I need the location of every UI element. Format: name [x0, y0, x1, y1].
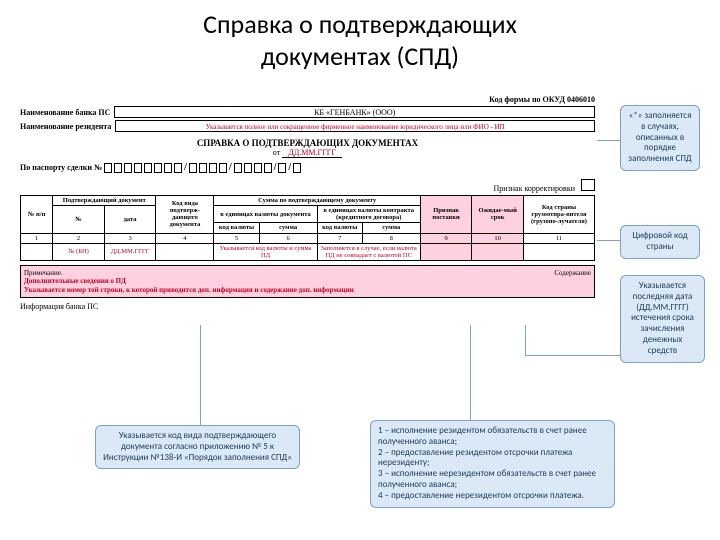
korr-label: Признак корректировки	[20, 179, 595, 193]
callout-date: Указывается последняя дата (ДД.ММ.ГГГГ) …	[620, 275, 705, 363]
bank-value: КБ «ГЕНБАНК» (ООО)	[114, 106, 595, 118]
bank-info-label: Информация банка ПС	[20, 302, 595, 311]
callout-kodvida: Указывается код вида подтверждающего док…	[95, 425, 300, 469]
title-line2: документах (СПД)	[261, 40, 459, 72]
passport-row: По паспорту сделки № / / / /	[20, 162, 595, 173]
from-date: от ДД.ММ.ГГГГ	[20, 148, 595, 158]
page-title: Справка о подтверждающих документах (СПД…	[0, 0, 720, 76]
callout-star: «*» заполняется в случаях, описанных в п…	[620, 105, 700, 171]
passport-label: По паспорту сделки №	[20, 163, 102, 172]
resident-value: Указывается полное или сокращенное фирме…	[115, 120, 595, 132]
form-document: Код формы по ОКУД 0406010 Наименование б…	[20, 95, 595, 311]
callout-digital: Цифровой код страны	[620, 225, 700, 259]
callout-priznak: 1 – исполнение резидентом обязательств в…	[370, 420, 615, 508]
note-box: Примечание. Содержание Дополнительные св…	[20, 265, 595, 298]
bank-label: Наименование банка ПС	[20, 108, 110, 117]
resident-label: Наименование резидента	[20, 122, 111, 131]
main-table: № п/п Подтверждающий документ Код вида п…	[20, 195, 595, 261]
doc-heading: СПРАВКА О ПОДТВЕРЖДАЮЩИХ ДОКУМЕНТАХ	[20, 138, 595, 148]
title-line1: Справка о подтверждающих	[203, 8, 517, 40]
okud-code: Код формы по ОКУД 0406010	[20, 95, 595, 104]
